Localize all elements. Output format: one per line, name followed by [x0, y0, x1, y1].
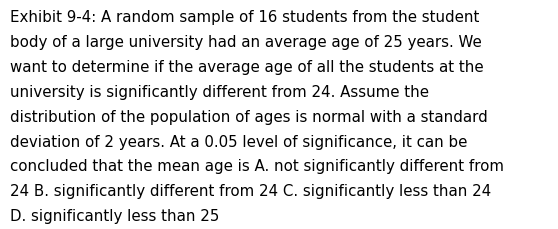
Text: concluded that the mean age is A. not significantly different from: concluded that the mean age is A. not si…: [10, 159, 504, 174]
Text: university is significantly different from 24. Assume the: university is significantly different fr…: [10, 85, 429, 99]
Text: Exhibit 9-4: A random sample of 16 students from the student: Exhibit 9-4: A random sample of 16 stude…: [10, 10, 479, 25]
Text: 24 B. significantly different from 24 C. significantly less than 24: 24 B. significantly different from 24 C.…: [10, 183, 491, 198]
Text: deviation of 2 years. At a 0.05 level of significance, it can be: deviation of 2 years. At a 0.05 level of…: [10, 134, 468, 149]
Text: distribution of the population of ages is normal with a standard: distribution of the population of ages i…: [10, 109, 488, 124]
Text: want to determine if the average age of all the students at the: want to determine if the average age of …: [10, 60, 484, 75]
Text: body of a large university had an average age of 25 years. We: body of a large university had an averag…: [10, 35, 482, 50]
Text: D. significantly less than 25: D. significantly less than 25: [10, 208, 219, 223]
